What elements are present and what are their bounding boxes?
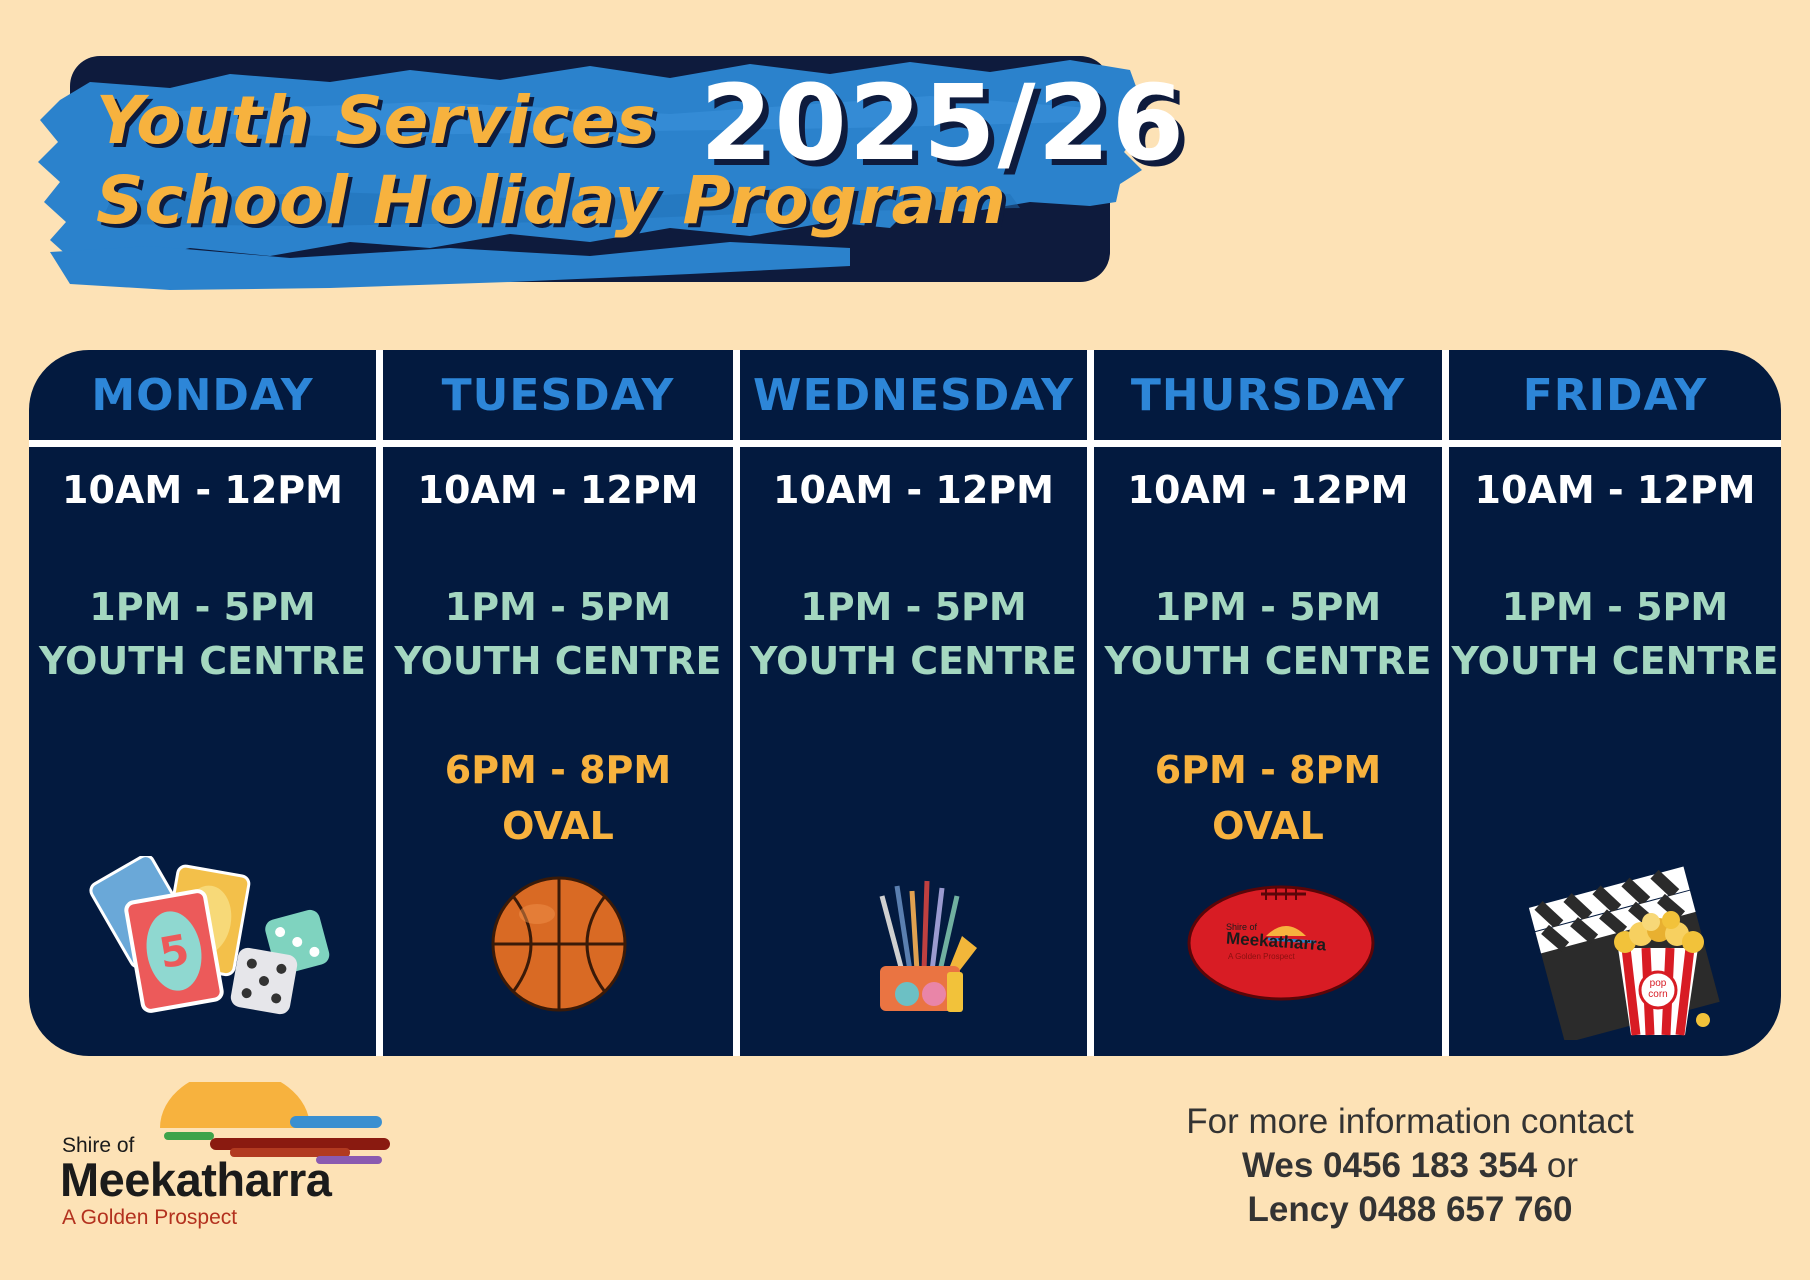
afternoon-time: 1PM - 5PM (444, 585, 672, 629)
paint-stroke-banner (38, 60, 1142, 290)
paint-brushes-icon (879, 880, 977, 1012)
day-heading: TUESDAY (441, 369, 675, 421)
evening-location: OVAL (1212, 804, 1324, 848)
evening-session: 6PM - 8PM OVAL (1094, 742, 1442, 854)
morning-session: 10AM - 12PM (1474, 468, 1756, 512)
afternoon-time: 1PM - 5PM (1154, 585, 1382, 629)
football-logo-shire: Shire of (1226, 922, 1258, 932)
contact-line-1: Wes 0456 183 354 or (1110, 1144, 1710, 1188)
banner-year: 2025/26 (700, 62, 1187, 184)
basketball-icon (491, 876, 627, 1012)
logo-name: Meekatharra (60, 1153, 332, 1206)
contact-line-2: Lency 0488 657 760 (1110, 1188, 1710, 1232)
shire-logo-mark (160, 1082, 390, 1164)
column-divider (733, 350, 740, 1056)
afternoon-time: 1PM - 5PM (89, 585, 316, 629)
contact-person-1: Wes 0456 183 354 (1241, 1146, 1538, 1185)
afternoon-session: 1PM - 5PM YOUTH CENTRE (1449, 580, 1781, 688)
day-column-monday: MONDAY 10AM - 12PM 1PM - 5PM YOUTH CENTR… (29, 350, 376, 1056)
evening-location: OVAL (502, 804, 614, 848)
afternoon-session: 1PM - 5PM YOUTH CENTRE (383, 580, 733, 688)
afternoon-location: YOUTH CENTRE (1451, 639, 1779, 683)
day-column-thursday: THURSDAY 10AM - 12PM 1PM - 5PM YOUTH CEN… (1094, 350, 1442, 1056)
evening-time: 6PM - 8PM (444, 748, 672, 792)
banner-title-line-2: School Holiday Program (96, 162, 1007, 239)
morning-session: 10AM - 12PM (1127, 468, 1409, 512)
column-divider (376, 350, 383, 1056)
football-logo-tag: A Golden Prospect (1228, 952, 1295, 961)
column-divider (1087, 350, 1094, 1056)
afternoon-location: YOUTH CENTRE (749, 639, 1078, 683)
banner-title-line-1: Youth Services (96, 82, 657, 159)
day-column-friday: FRIDAY 10AM - 12PM 1PM - 5PM YOUTH CENTR… (1449, 350, 1781, 1056)
afternoon-location: YOUTH CENTRE (38, 639, 367, 683)
evening-session: 6PM - 8PM OVAL (383, 742, 733, 854)
weekly-schedule: MONDAY 10AM - 12PM 1PM - 5PM YOUTH CENTR… (29, 350, 1781, 1056)
morning-session: 10AM - 12PM (62, 468, 343, 512)
afternoon-time: 1PM - 5PM (1501, 585, 1729, 629)
day-heading: MONDAY (91, 369, 314, 421)
day-heading: WEDNESDAY (753, 369, 1074, 421)
day-heading: THURSDAY (1130, 369, 1406, 421)
logo-tagline: A Golden Prospect (62, 1206, 238, 1229)
football-icon: Shire of Meekatharra A Golden Prospect (1186, 884, 1376, 1002)
day-heading: FRIDAY (1522, 369, 1708, 421)
movie-popcorn-icon: pop corn (1523, 830, 1723, 1040)
column-divider (1442, 350, 1449, 1056)
contact-intro: For more information contact (1186, 1102, 1634, 1141)
day-column-wednesday: WEDNESDAY 10AM - 12PM 1PM - 5PM YOUTH CE… (740, 350, 1087, 1056)
afternoon-time: 1PM - 5PM (800, 585, 1027, 629)
contact-person-2: Lency 0488 657 760 (1247, 1190, 1573, 1229)
contact-joiner: or (1546, 1146, 1579, 1185)
afternoon-location: YOUTH CENTRE (394, 639, 722, 683)
afternoon-session: 1PM - 5PM YOUTH CENTRE (29, 580, 376, 688)
contact-info: For more information contact Wes 0456 18… (1110, 1100, 1710, 1232)
morning-session: 10AM - 12PM (417, 468, 699, 512)
logo-shire-of: Shire of (62, 1134, 135, 1157)
afternoon-session: 1PM - 5PM YOUTH CENTRE (740, 580, 1087, 688)
header-divider (29, 440, 1781, 447)
popcorn-label: pop corn (1648, 978, 1668, 1000)
afternoon-location: YOUTH CENTRE (1104, 639, 1432, 683)
evening-time: 6PM - 8PM (1154, 748, 1382, 792)
morning-session: 10AM - 12PM (773, 468, 1054, 512)
afternoon-session: 1PM - 5PM YOUTH CENTRE (1094, 580, 1442, 688)
cards-and-dice-icon: 5 (89, 856, 330, 1015)
day-column-tuesday: TUESDAY 10AM - 12PM 1PM - 5PM YOUTH CENT… (383, 350, 733, 1056)
